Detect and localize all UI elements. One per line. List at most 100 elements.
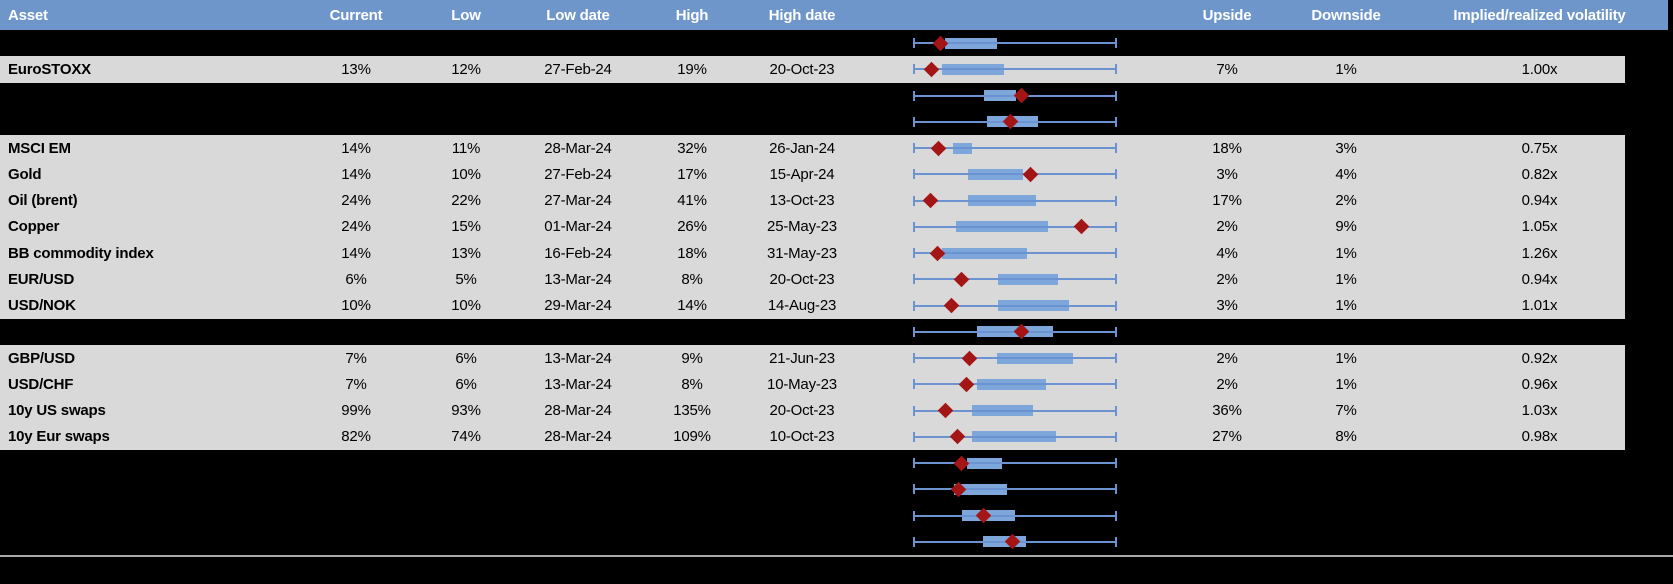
- high-date-cell: 20-Oct-23: [769, 270, 835, 288]
- whisker-line: [913, 225, 1117, 228]
- implied-realized-volatility-cell: 0.94x: [1521, 270, 1558, 288]
- current-cell: 14%: [341, 139, 371, 157]
- boxplot: [913, 398, 1117, 424]
- implied-realized-volatility-cell: 1.05x: [1521, 218, 1558, 236]
- current-cell: 7%: [345, 375, 367, 393]
- whisker-cap-right: [1115, 274, 1117, 285]
- low-cell: [412, 109, 520, 135]
- downside-cell: [1286, 319, 1406, 345]
- high-date-cell: 13-Oct-23: [769, 192, 835, 210]
- table-row: MSCI EM 14% 11% 28-Mar-24 32% 26-Jan-24 …: [0, 135, 1673, 162]
- high-cell: 14%: [677, 297, 707, 315]
- asset-cell: USD/NOK: [8, 297, 76, 315]
- diamond-marker: [962, 350, 978, 366]
- diamond-marker: [937, 402, 953, 419]
- header-high-date: High date: [768, 6, 836, 24]
- high-cell: 19%: [677, 60, 707, 78]
- low-date-cell: [520, 109, 636, 135]
- low-cell: 13%: [451, 244, 481, 262]
- downside-cell: 9%: [1335, 218, 1357, 236]
- low-date-cell: [520, 319, 636, 345]
- downside-cell: 1%: [1335, 297, 1357, 315]
- boxplot: [913, 529, 1117, 555]
- downside-cell: 4%: [1335, 165, 1357, 183]
- low-date-cell: 28-Mar-24: [544, 139, 612, 157]
- upside-cell: [1168, 529, 1286, 555]
- boxplot: [913, 424, 1117, 450]
- low-cell: 15%: [451, 218, 481, 236]
- low-cell: 10%: [451, 297, 481, 315]
- whisker-line: [913, 435, 1117, 438]
- asset-cell: EuroSTOXX: [8, 60, 91, 78]
- current-cell: 82%: [341, 428, 371, 446]
- whisker-line: [913, 173, 1117, 176]
- current-cell: 24%: [341, 218, 371, 236]
- boxplot: [913, 476, 1117, 502]
- current-cell: 6%: [345, 270, 367, 288]
- high-date-cell: [748, 30, 856, 56]
- boxplot: [913, 135, 1117, 161]
- whisker-line: [913, 462, 1117, 465]
- implied-realized-volatility-cell: 1.03x: [1521, 402, 1558, 420]
- whisker-cap-left: [913, 274, 915, 285]
- boxplot: [913, 293, 1117, 319]
- implied-realized-volatility-cell: 0.92x: [1521, 349, 1558, 367]
- whisker-cap-right: [1115, 458, 1117, 469]
- table-row: Oil (brent) 24% 22% 27-Mar-24 41% 13-Oct…: [0, 187, 1673, 214]
- downside-cell: 7%: [1335, 402, 1357, 420]
- high-date-cell: 20-Oct-23: [769, 60, 835, 78]
- whisker-line: [913, 514, 1117, 517]
- diamond-marker: [924, 61, 940, 78]
- boxplot: [913, 371, 1117, 397]
- asset-cell: [0, 476, 308, 502]
- header-high: High: [675, 6, 709, 24]
- whisker-line: [913, 252, 1117, 255]
- table-footer: [0, 555, 1673, 584]
- upside-cell: 7%: [1216, 60, 1238, 78]
- asset-cell: Gold: [8, 165, 42, 183]
- header-downside: Downside: [1311, 6, 1381, 24]
- upside-cell: [1168, 450, 1286, 476]
- boxplot: [913, 83, 1117, 109]
- header-upside: Upside: [1202, 6, 1252, 24]
- table-row: [0, 528, 1673, 555]
- asset-cell: GBP/USD: [8, 349, 75, 367]
- current-cell: [300, 109, 412, 135]
- whisker-cap-left: [913, 458, 915, 469]
- upside-cell: [1168, 319, 1286, 345]
- implied-realized-volatility-cell: 1.00x: [1521, 60, 1558, 78]
- whisker-cap-right: [1115, 90, 1117, 101]
- upside-cell: [1168, 109, 1286, 135]
- implied-realized-volatility-cell: [1406, 476, 1673, 502]
- high-cell: 135%: [673, 402, 711, 420]
- low-date-cell: [520, 450, 636, 476]
- high-date-cell: 31-May-23: [767, 244, 837, 262]
- header-low-date: Low date: [546, 6, 610, 24]
- whisker-cap-left: [913, 326, 915, 337]
- current-cell: [300, 319, 412, 345]
- high-cell: 41%: [677, 192, 707, 210]
- table-row: [0, 476, 1673, 503]
- upside-cell: 2%: [1216, 375, 1238, 393]
- whisker-cap-left: [913, 195, 915, 206]
- asset-cell: [0, 83, 308, 109]
- downside-cell: [1286, 476, 1406, 502]
- low-cell: 6%: [455, 349, 477, 367]
- low-cell: [412, 83, 520, 109]
- implied-realized-volatility-cell: 0.96x: [1521, 375, 1558, 393]
- whisker-cap-right: [1115, 484, 1117, 495]
- whisker-line: [913, 199, 1117, 202]
- downside-cell: 1%: [1335, 349, 1357, 367]
- low-date-cell: 13-Mar-24: [544, 349, 612, 367]
- whisker-line: [913, 147, 1117, 150]
- upside-cell: 36%: [1212, 402, 1242, 420]
- whisker-cap-right: [1115, 38, 1117, 49]
- whisker-cap-left: [913, 116, 915, 127]
- diamond-marker: [1014, 87, 1030, 104]
- diamond-marker: [954, 271, 970, 288]
- asset-cell: Oil (brent): [8, 192, 78, 210]
- implied-realized-volatility-cell: [1406, 450, 1673, 476]
- whisker-line: [913, 68, 1117, 71]
- whisker-cap-left: [913, 221, 915, 232]
- asset-cell: [0, 529, 308, 555]
